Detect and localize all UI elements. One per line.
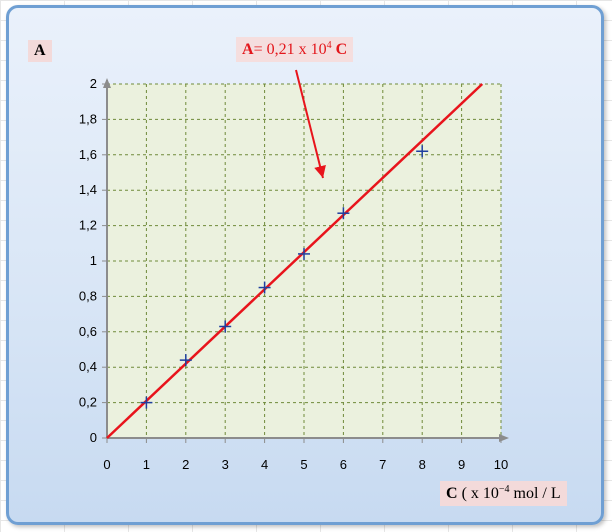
equation-mid: = 0,21 x 10 (253, 41, 327, 58)
y-tick-label: 0,2 (79, 395, 97, 410)
data-point (337, 207, 350, 220)
x-axis-title: C ( x 10−4 mol / L (440, 481, 567, 506)
fit-equation-annotation: A= 0,21 x 104 C (236, 37, 354, 62)
x-tick-label: 1 (143, 457, 150, 472)
equation-var-c: C (335, 41, 348, 58)
x-axis-title-prefix: ( x 10 (461, 485, 499, 502)
y-tick-label: 1,2 (79, 218, 97, 233)
x-tick-label: 3 (222, 457, 229, 472)
y-tick-label: 0,6 (79, 324, 97, 339)
x-tick-label: 7 (379, 457, 386, 472)
fit-line-layer (106, 83, 484, 439)
x-tick-label: 2 (182, 457, 189, 472)
x-axis-title-var: C (446, 485, 458, 502)
data-point (219, 320, 232, 333)
x-tick-label: 5 (300, 457, 307, 472)
equation-var-a: A (242, 41, 254, 58)
x-axis-title-units: mol / L (509, 485, 561, 502)
x-tick-label: 10 (494, 457, 508, 472)
data-point (298, 247, 310, 260)
data-point (179, 354, 192, 367)
data-point (416, 145, 429, 158)
grid-lines (107, 83, 502, 438)
tick-labels: 0 0,2 0,4 0,6 0,8 1 1,2 1,4 1,6 1,8 2 0 1 2 3 4 5 6 7 8 9 10 (79, 76, 508, 472)
y-tick-label: 0,4 (79, 359, 97, 374)
y-tick-label: 0 (90, 430, 97, 445)
x-tick-label: 0 (103, 457, 110, 472)
equation-exponent: 4 (326, 40, 332, 51)
data-point (140, 396, 153, 409)
y-tick-label: 0,8 (79, 288, 97, 303)
y-axis-title-text: A (34, 42, 46, 59)
fit-line (106, 83, 484, 439)
x-axis-title-exponent: −4 (498, 484, 510, 495)
x-tick-label: 9 (458, 457, 465, 472)
y-tick-label: 1,8 (79, 111, 97, 126)
x-tick-label: 8 (419, 457, 426, 472)
axes (103, 78, 509, 442)
y-tick-label: 2 (90, 76, 97, 91)
y-axis-title: A (28, 40, 52, 62)
y-tick-label: 1 (90, 253, 97, 268)
y-axis-arrowhead (103, 78, 111, 88)
data-points (140, 145, 429, 409)
data-point (258, 281, 271, 294)
y-tick-label: 1,6 (79, 147, 97, 162)
y-tick-label: 1,4 (79, 182, 97, 197)
x-tick-label: 4 (261, 457, 268, 472)
annotation-arrow (295, 69, 326, 179)
x-tick-label: 6 (340, 457, 347, 472)
